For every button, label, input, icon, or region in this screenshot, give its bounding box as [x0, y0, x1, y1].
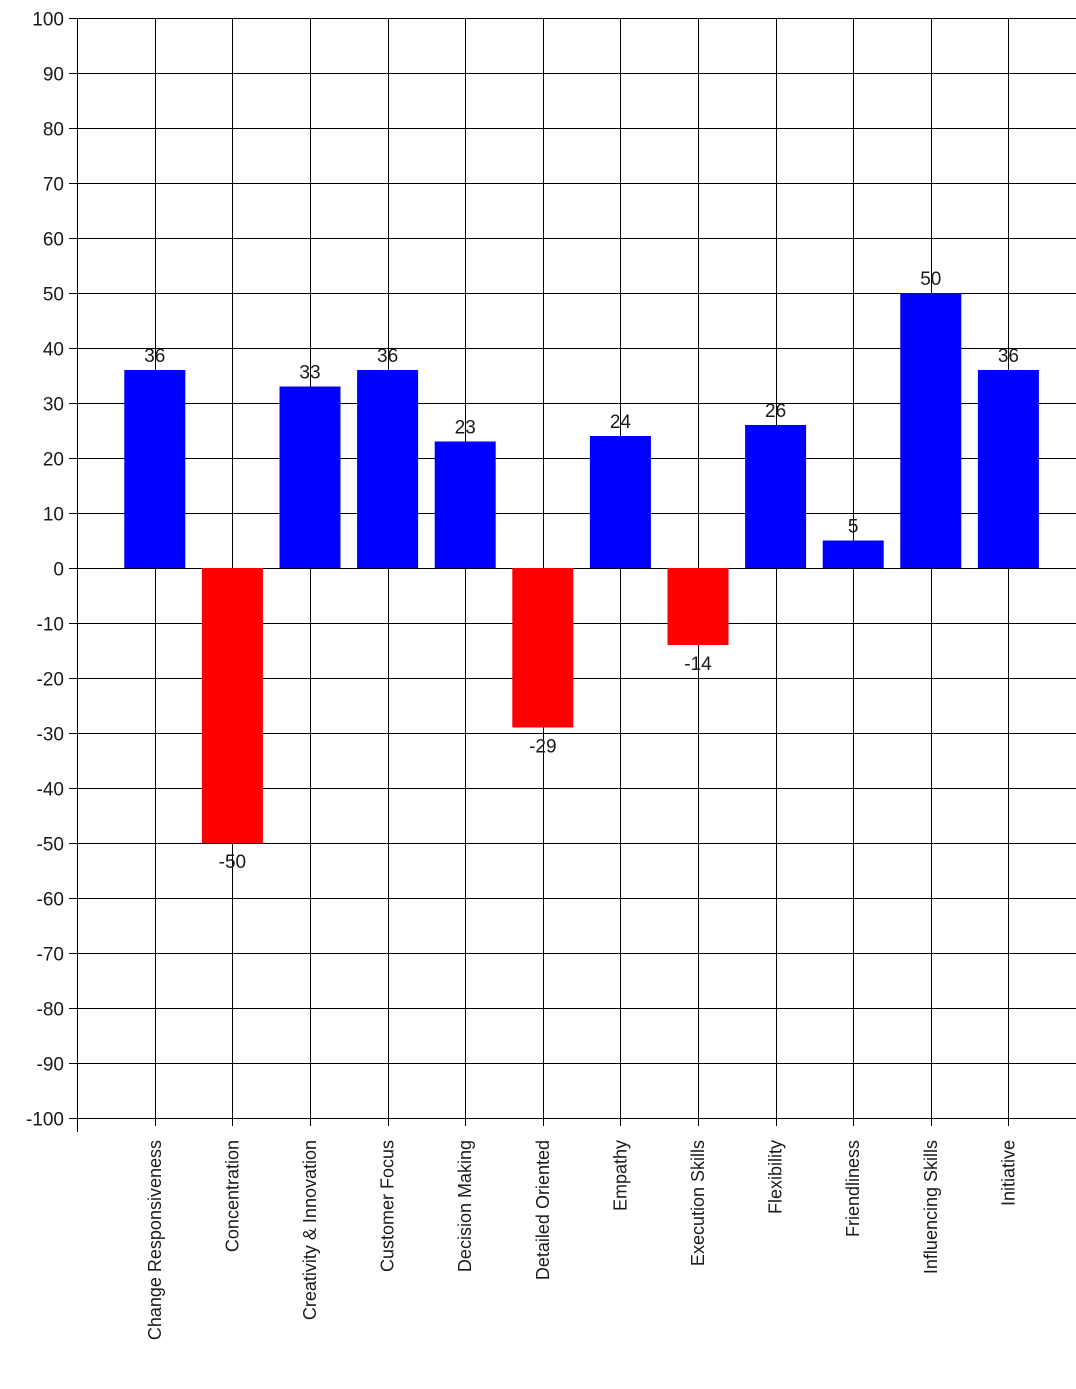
y-tick-label: 40 [43, 340, 64, 361]
y-tick-label: 80 [43, 120, 64, 141]
y-tick-label: 50 [43, 285, 64, 306]
bar [900, 293, 962, 568]
bar-value-label: 36 [998, 346, 1019, 367]
y-tick-label: 0 [53, 560, 64, 581]
x-category-label: Flexibility [766, 1140, 786, 1214]
bars [124, 293, 1039, 843]
bar-value-label: 50 [920, 269, 941, 290]
vertical-gridlines [155, 18, 1009, 1126]
bar-value-label: 5 [848, 517, 859, 538]
bar-value-label: -29 [529, 737, 556, 758]
bar [822, 540, 884, 568]
y-tick-label: -10 [37, 615, 64, 636]
data-labels: 36 -50 33 36 23 -29 24 -14 26 5 50 36 [144, 269, 1019, 873]
bar-value-label: 36 [144, 346, 165, 367]
x-category-label: Empathy [610, 1140, 630, 1211]
y-tick-label: 100 [32, 10, 64, 31]
bar [357, 370, 419, 568]
bar-value-label: -50 [219, 852, 246, 873]
bar-value-label: 36 [377, 346, 398, 367]
y-tick-label: -40 [37, 780, 64, 801]
bar [667, 568, 729, 645]
y-tick-labels: 1009080706050403020100-10-20-30-40-50-60… [26, 10, 64, 1131]
x-category-label: Friendliness [843, 1140, 863, 1237]
bar-value-label: 24 [610, 412, 632, 433]
x-category-label: Creativity & Innovation [300, 1140, 320, 1320]
x-category-label: Execution Skills [688, 1140, 708, 1266]
x-category-label: Influencing Skills [921, 1140, 941, 1274]
y-tick-label: -30 [37, 725, 64, 746]
x-category-label: Customer Focus [378, 1140, 398, 1272]
y-tick-label: 90 [43, 65, 64, 86]
y-tick-label: -70 [37, 945, 64, 966]
y-tick-label: -100 [26, 1110, 64, 1131]
bar-value-label: -14 [684, 654, 712, 675]
bar [279, 386, 341, 568]
bar [589, 436, 651, 568]
y-tick-label: -50 [37, 835, 64, 856]
bar-value-label: 23 [455, 418, 476, 439]
bar [124, 370, 186, 568]
bar [201, 568, 263, 843]
y-tick-label: 10 [43, 505, 64, 526]
y-tick-label: -20 [37, 670, 64, 691]
y-tick-label: 60 [43, 230, 64, 251]
y-tick-label: -60 [37, 890, 64, 911]
x-category-label: Detailed Oriented [533, 1140, 553, 1280]
y-tick-label: 30 [43, 395, 64, 416]
bar [434, 441, 496, 568]
bar [512, 568, 574, 728]
x-category-labels: Change Responsiveness Concentration Creati… [145, 1140, 1019, 1340]
x-category-label: Change Responsiveness [145, 1140, 165, 1340]
y-tick-label: 20 [43, 450, 64, 471]
y-tick-label: -80 [37, 1000, 64, 1021]
bar [977, 370, 1039, 568]
bar-value-label: 26 [765, 401, 786, 422]
x-category-label: Initiative [998, 1140, 1018, 1206]
bar-value-label: 33 [299, 363, 320, 384]
y-tick-label: 70 [43, 175, 64, 196]
y-tick-label: -90 [37, 1055, 64, 1076]
x-category-label: Decision Making [455, 1140, 475, 1272]
bar [745, 425, 807, 568]
x-category-label: Concentration [222, 1140, 242, 1252]
